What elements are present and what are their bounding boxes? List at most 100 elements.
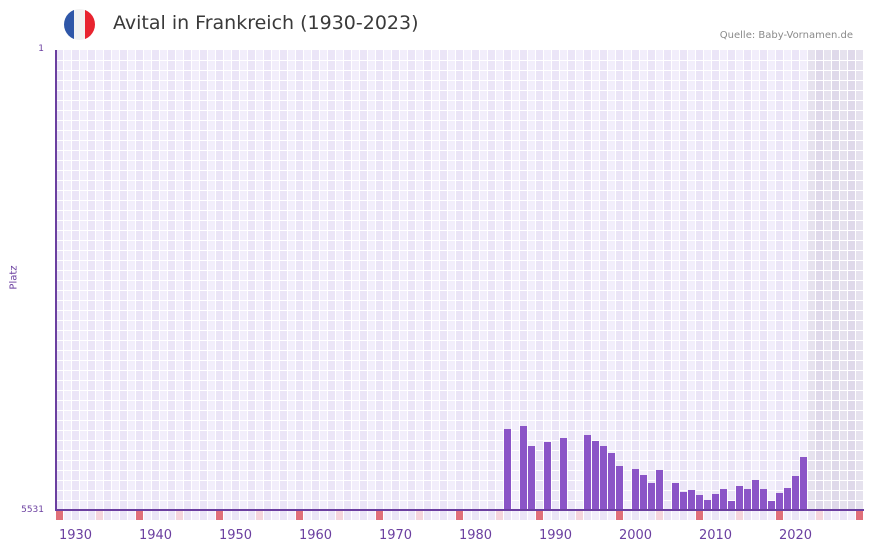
bar-2019[interactable] (784, 488, 791, 510)
year-marker (56, 511, 63, 520)
year-marker (104, 511, 111, 520)
year-marker (112, 511, 119, 520)
bar-1998[interactable] (616, 466, 623, 510)
bar-1987[interactable] (528, 446, 535, 510)
bar-2011[interactable] (720, 489, 727, 510)
x-tick-label: 1970 (378, 528, 413, 543)
year-marker (760, 511, 767, 520)
year-marker (504, 511, 511, 520)
y-axis-title: Platz (8, 265, 20, 290)
year-marker (144, 511, 151, 520)
year-marker (344, 511, 351, 520)
bar-1989[interactable] (544, 442, 551, 510)
year-marker (72, 511, 79, 520)
grid-row-line (55, 380, 864, 381)
bar-2008[interactable] (696, 495, 703, 510)
grid-row-line (55, 470, 864, 471)
bar-2021[interactable] (800, 457, 807, 510)
bar-2002[interactable] (648, 483, 655, 510)
bar-1995[interactable] (592, 441, 599, 510)
source-link[interactable]: Quelle: Baby-Vornamen.de (719, 30, 853, 41)
year-marker (88, 511, 95, 520)
bar-1996[interactable] (600, 446, 607, 510)
bar-2016[interactable] (760, 489, 767, 510)
year-marker (320, 511, 327, 520)
year-marker (424, 511, 431, 520)
year-marker (624, 511, 631, 520)
year-marker (512, 511, 519, 520)
grid-row-line (55, 170, 864, 171)
bar-1994[interactable] (584, 435, 591, 510)
grid-row-line (55, 370, 864, 371)
bar-2006[interactable] (680, 492, 687, 510)
grid-row-line (55, 320, 864, 321)
bar-1984[interactable] (504, 429, 511, 510)
year-marker (120, 511, 127, 520)
year-marker (720, 511, 727, 520)
bar-2018[interactable] (776, 493, 783, 510)
grid-row-line (55, 410, 864, 411)
bar-2007[interactable] (688, 490, 695, 510)
year-marker (280, 511, 287, 520)
plot-area (55, 50, 864, 510)
bar-2003[interactable] (656, 470, 663, 510)
year-marker (368, 511, 375, 520)
year-marker (312, 511, 319, 520)
grid-row-line (55, 450, 864, 451)
year-marker (728, 511, 735, 520)
year-marker (824, 511, 831, 520)
bar-2009[interactable] (704, 500, 711, 510)
flag-red (84, 9, 95, 40)
bar-1991[interactable] (560, 438, 567, 510)
year-marker (392, 511, 399, 520)
grid-row-line (55, 310, 864, 311)
grid-row-line (55, 190, 864, 191)
grid-row-line (55, 500, 864, 501)
bar-1997[interactable] (608, 453, 615, 510)
bar-2017[interactable] (768, 501, 775, 510)
year-marker (776, 511, 783, 520)
year-marker (184, 511, 191, 520)
grid-row-line (55, 230, 864, 231)
bar-2005[interactable] (672, 483, 679, 510)
x-tick-label: 1930 (58, 528, 93, 543)
y-tick-top: 1 (38, 44, 44, 54)
year-marker (768, 511, 775, 520)
year-marker (160, 511, 167, 520)
grid-row-line (55, 480, 864, 481)
bar-2010[interactable] (712, 494, 719, 510)
bar-1986[interactable] (520, 426, 527, 510)
grid-row-line (55, 350, 864, 351)
year-marker (488, 511, 495, 520)
bar-2000[interactable] (632, 469, 639, 510)
bar-2020[interactable] (792, 476, 799, 510)
year-marker (840, 511, 847, 520)
bar-2015[interactable] (752, 480, 759, 510)
year-marker (632, 511, 639, 520)
grid-row-line (55, 290, 864, 291)
bar-2012[interactable] (728, 501, 735, 510)
year-marker (96, 511, 103, 520)
grid-row-line (55, 180, 864, 181)
x-tick-label: 2010 (698, 528, 733, 543)
grid-row-line (55, 240, 864, 241)
year-marker (696, 511, 703, 520)
grid-row-line (55, 490, 864, 491)
year-marker (608, 511, 615, 520)
flag-blue (64, 9, 75, 40)
bar-2001[interactable] (640, 475, 647, 510)
year-marker (680, 511, 687, 520)
grid-row-line (55, 390, 864, 391)
grid-row-line (55, 260, 864, 261)
year-marker (136, 511, 143, 520)
bar-2013[interactable] (736, 486, 743, 510)
grid-row-line (55, 440, 864, 441)
year-marker (528, 511, 535, 520)
year-marker (272, 511, 279, 520)
year-marker (168, 511, 175, 520)
year-marker (128, 511, 135, 520)
year-marker (192, 511, 199, 520)
year-marker (224, 511, 231, 520)
bar-2014[interactable] (744, 489, 751, 510)
year-marker (456, 511, 463, 520)
